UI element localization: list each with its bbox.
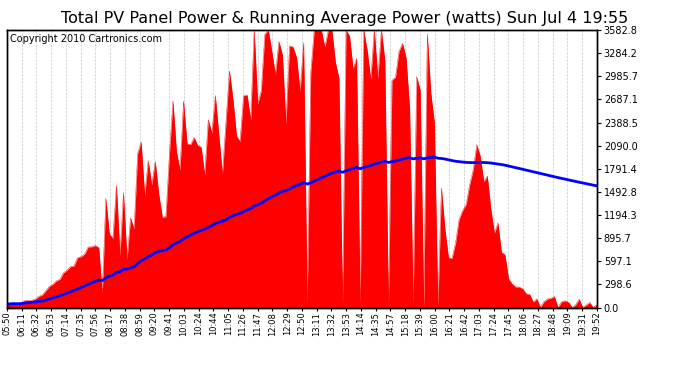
Text: Total PV Panel Power & Running Average Power (watts) Sun Jul 4 19:55: Total PV Panel Power & Running Average P… xyxy=(61,11,629,26)
Text: Copyright 2010 Cartronics.com: Copyright 2010 Cartronics.com xyxy=(10,34,162,44)
